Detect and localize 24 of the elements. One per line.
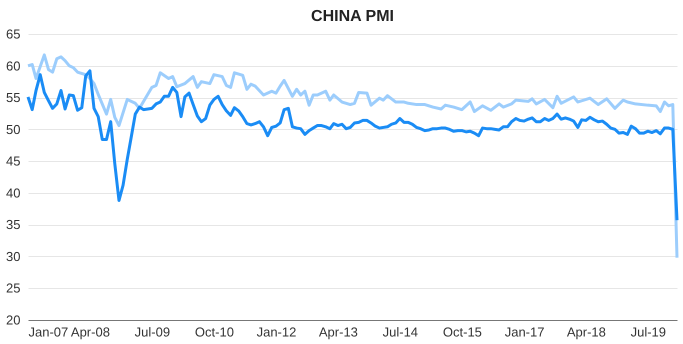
x-tick-label: Apr-08 (70, 324, 110, 340)
line-series (26, 53, 678, 260)
y-tick-label: 35 (6, 217, 20, 232)
y-tick-label: 25 (6, 280, 20, 296)
y-tick-label: 30 (6, 248, 20, 264)
chart-title: CHINA PMI (311, 8, 394, 25)
y-tick-label: 60 (6, 58, 20, 74)
x-tick-label: Jul-09 (134, 324, 170, 340)
x-tick-label: Jul-14 (382, 324, 418, 340)
x-tick-label: Oct-15 (442, 324, 482, 340)
line-series (26, 69, 678, 222)
x-tick-label: Apr-18 (566, 324, 606, 340)
x-tick-label: Jul-19 (630, 324, 666, 340)
x-tick-label: Jan-12 (256, 324, 296, 340)
y-tick-label: 50 (6, 122, 20, 137)
y-tick-label: 45 (6, 154, 20, 169)
x-tick-label: Jan-07 (28, 324, 68, 340)
y-tick-label: 20 (6, 312, 20, 328)
x-tick-label: Apr-13 (318, 324, 358, 340)
y-tick-label: 55 (6, 90, 20, 106)
x-tick-label: Oct-10 (194, 324, 234, 340)
y-tick-label: 65 (6, 26, 20, 42)
x-tick-label: Jan-17 (504, 324, 544, 340)
y-tick-label: 40 (6, 185, 20, 200)
